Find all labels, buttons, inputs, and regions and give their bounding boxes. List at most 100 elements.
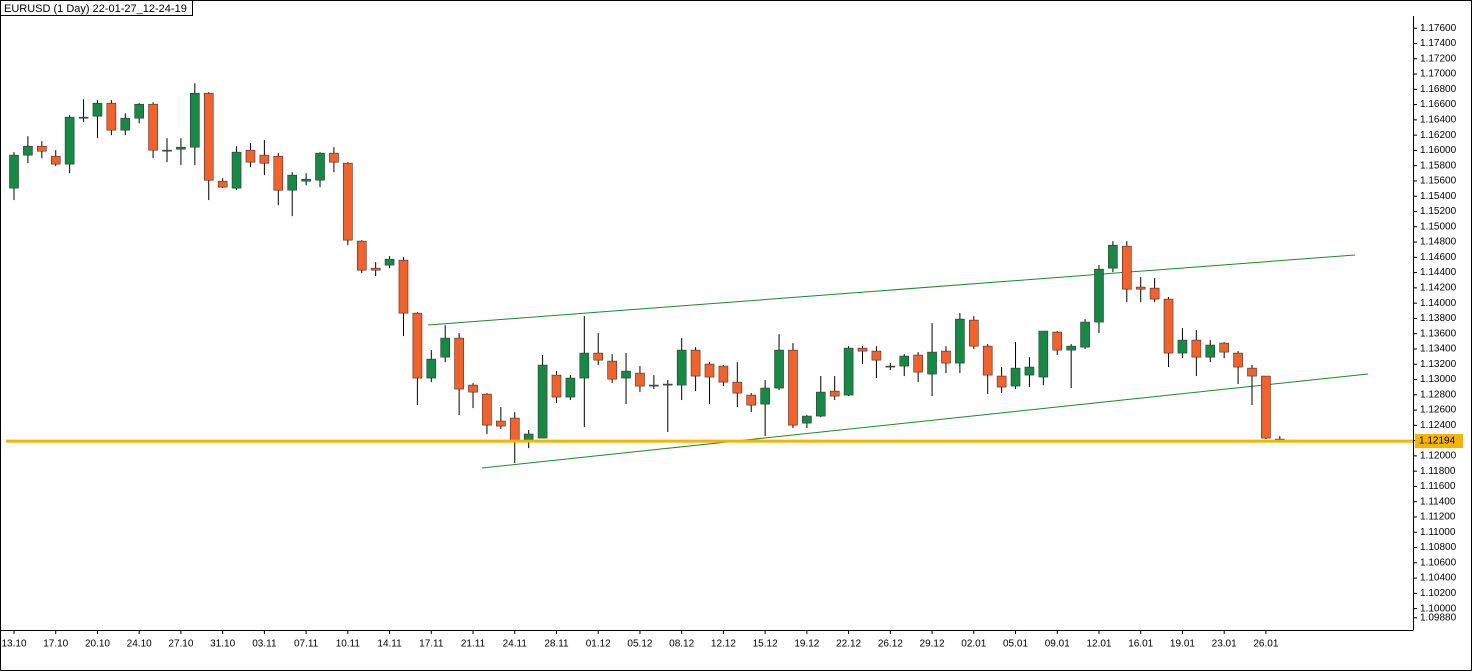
candle-body	[565, 377, 576, 398]
x-tick-label: 01.12	[586, 639, 611, 650]
x-tick-label: 10.11	[336, 639, 361, 650]
y-tick-label: 1.10200	[1420, 588, 1457, 599]
candle-body	[523, 433, 534, 441]
candle-body	[996, 375, 1007, 388]
y-tick-label: 1.12600	[1420, 405, 1457, 416]
y-tick-label: 1.13200	[1420, 359, 1457, 370]
y-tick-label: 1.17000	[1420, 69, 1457, 80]
candle-body	[982, 345, 993, 376]
y-tick-label: 1.13400	[1420, 344, 1457, 355]
candle-body	[885, 365, 896, 368]
candle-body	[732, 381, 743, 394]
candle-body	[1094, 268, 1104, 323]
x-tick-label: 12.01	[1086, 639, 1111, 650]
candle-body	[843, 347, 854, 396]
x-tick-label: 21.11	[461, 639, 486, 650]
y-tick-label: 1.11000	[1420, 527, 1456, 538]
candle-body	[64, 116, 75, 165]
y-tick-label: 1.17600	[1420, 23, 1457, 34]
y-tick-label: 1.12800	[1420, 389, 1457, 400]
candle-body	[1163, 298, 1174, 354]
candle-body	[259, 154, 270, 164]
x-tick-label: 26.12	[878, 639, 903, 650]
x-tick-label: 28.11	[544, 639, 569, 650]
candle-body	[815, 391, 826, 417]
x-tick-label: 27.10	[168, 639, 193, 650]
trend-line	[481, 373, 1369, 469]
y-tick-label: 1.11200	[1420, 512, 1456, 523]
x-tick-label: 24.11	[503, 639, 528, 650]
candle-body	[593, 352, 604, 361]
x-tick-label: 26.01	[1253, 639, 1278, 650]
candle-body	[1038, 330, 1049, 378]
y-tick-label: 1.14800	[1420, 237, 1457, 248]
candle-body	[857, 347, 868, 352]
candle-body	[871, 350, 882, 361]
y-tick-label: 1.17400	[1420, 38, 1457, 49]
y-tick-label: 1.16000	[1420, 145, 1457, 156]
y-tick-label: 1.11600	[1420, 481, 1456, 492]
last-price-box	[1415, 434, 1463, 449]
y-tick-label: 1.09880	[1420, 612, 1457, 623]
candle-body	[23, 145, 33, 156]
y-tick-label: 1.16400	[1420, 115, 1457, 126]
y-tick-label: 1.15200	[1420, 206, 1457, 217]
candle-body	[1177, 339, 1188, 354]
candle-body	[1080, 321, 1090, 348]
candle-body	[1149, 287, 1160, 300]
candle-body	[621, 370, 631, 379]
candle-body	[927, 351, 937, 375]
candle-body	[649, 384, 659, 387]
candle-body	[788, 349, 798, 426]
candle-body	[941, 350, 951, 364]
candle-body	[1191, 339, 1202, 358]
y-tick-label: 1.13000	[1420, 374, 1457, 385]
title-box	[0, 0, 193, 16]
y-tick-label: 1.10600	[1420, 557, 1457, 568]
candle-body	[802, 415, 812, 424]
candle-body	[1010, 367, 1021, 387]
candle-body	[134, 103, 144, 119]
candle-body	[176, 146, 186, 150]
candle-body	[704, 363, 715, 378]
candle-body	[343, 162, 353, 241]
x-tick-label: 17.11	[419, 639, 444, 650]
candle-body	[482, 393, 492, 426]
x-tick-label: 07.11	[294, 639, 319, 650]
x-tick-label: 16.01	[1128, 639, 1153, 650]
candle-body	[245, 149, 256, 163]
candle-body	[662, 383, 673, 386]
candle-body	[92, 102, 103, 117]
x-tick-label: 19.01	[1170, 639, 1195, 650]
x-tick-label: 12.12	[711, 639, 736, 650]
candle-body	[231, 151, 242, 189]
candle-body	[454, 337, 464, 390]
y-tick-label: 1.16200	[1420, 130, 1457, 141]
y-tick-label: 1.10400	[1420, 573, 1457, 584]
candle-body	[829, 390, 840, 397]
candle-body	[426, 358, 437, 379]
x-tick-label: 15.12	[753, 639, 778, 650]
x-tick-label: 31.10	[210, 639, 235, 650]
last-price-label: 1.12194	[1419, 436, 1456, 447]
candle-body	[1205, 344, 1216, 358]
chart-title: EURUSD (1 Day) 22-01-27_12-24-19	[4, 3, 187, 15]
candle-body	[315, 152, 325, 181]
candle-body	[913, 354, 923, 373]
candle-body	[412, 312, 423, 379]
candle-body	[329, 152, 339, 163]
candle-body	[78, 116, 89, 119]
candle-body	[496, 420, 506, 427]
candle-body	[1024, 366, 1035, 376]
candle-body	[356, 240, 367, 271]
y-tick-label: 1.14600	[1420, 252, 1457, 263]
y-tick-label: 1.15600	[1420, 176, 1457, 187]
candle-body	[50, 155, 61, 165]
candle-body	[1066, 345, 1076, 351]
x-tick-label: 03.11	[252, 639, 277, 650]
candle-body	[106, 102, 117, 131]
candle-body	[690, 349, 701, 377]
